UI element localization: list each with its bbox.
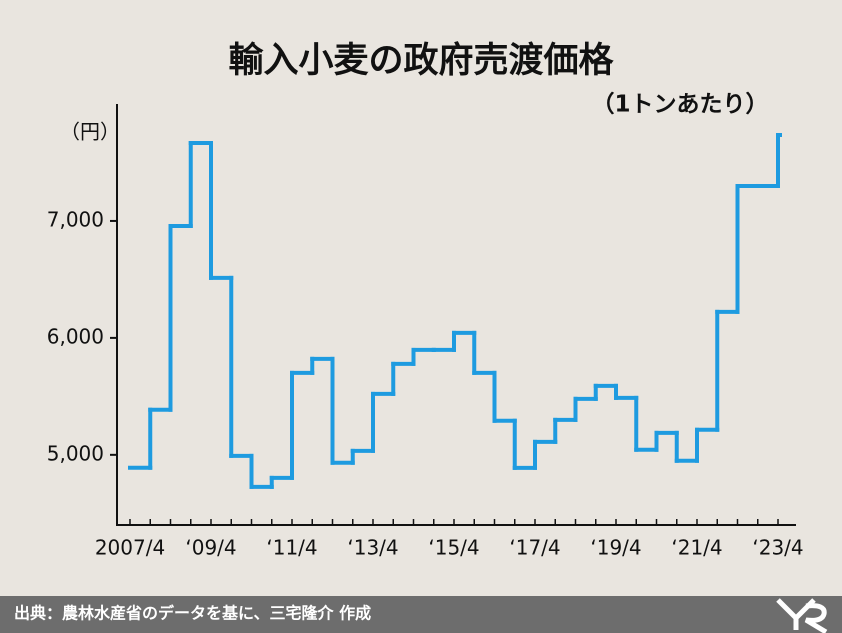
y-tick-label: 6,000 — [47, 324, 104, 348]
x-tick-label: ‘15/4 — [428, 536, 479, 560]
data-line — [128, 132, 782, 489]
x-tick-label: 2007/4 — [95, 536, 165, 560]
footer-bar — [0, 596, 842, 633]
x-tick-label: ‘09/4 — [185, 536, 236, 560]
x-tick-label: ‘13/4 — [347, 536, 398, 560]
logo — [776, 598, 828, 633]
x-tick-label: ‘11/4 — [266, 536, 317, 560]
source-note: 出典：農林水産省のデータを基に、三宅隆介 作成 — [14, 604, 371, 623]
x-tick-label: ‘17/4 — [509, 536, 560, 560]
x-tick-label: ‘19/4 — [590, 536, 641, 560]
y-tick-label: 5,000 — [47, 441, 104, 465]
y-tick-label: 7,000 — [47, 207, 104, 231]
y-axis-label: （円） — [60, 120, 120, 144]
x-tick-label: ‘23/4 — [752, 536, 803, 560]
x-tick-label: ‘21/4 — [671, 536, 722, 560]
chart-subtitle: （1トンあたり） — [591, 91, 768, 118]
chart-title: 輸入小麦の政府売渡価格 — [228, 40, 614, 81]
logo-mark — [804, 603, 828, 633]
logo-mark — [776, 598, 816, 630]
